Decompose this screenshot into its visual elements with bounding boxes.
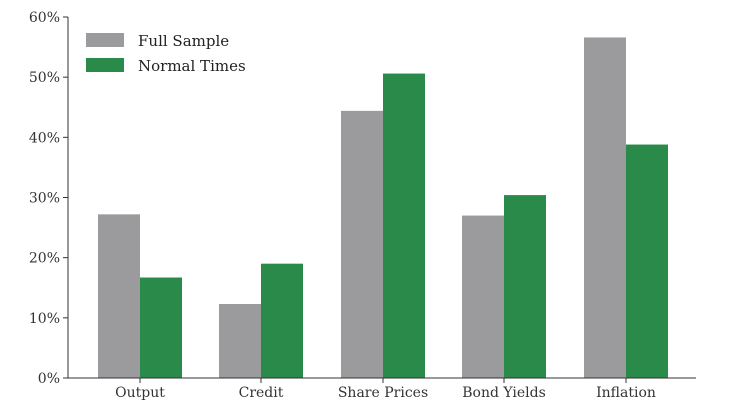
legend-label: Normal Times	[138, 57, 246, 75]
legend-swatch	[86, 33, 124, 47]
legend-swatch	[86, 58, 124, 72]
y-ticks-group: 0% 10% 20% 30% 40% 50% 60%	[29, 10, 68, 387]
legend-label: Full Sample	[138, 32, 229, 50]
bar-normal-times-output	[140, 277, 182, 378]
x-tick-label: Output	[115, 385, 165, 401]
x-ticks-group: Output Credit Share Prices Bond Yields Infla…	[115, 378, 656, 401]
bars-group	[98, 37, 668, 379]
y-tick-label: 10%	[29, 311, 60, 327]
bar-full-sample-bond-yields	[462, 215, 504, 378]
bar-normal-times-share-prices	[383, 73, 425, 378]
y-tick-label: 0%	[38, 371, 60, 387]
bar-full-sample-credit	[219, 303, 261, 378]
bar-full-sample-inflation	[584, 37, 626, 378]
y-tick-label: 40%	[29, 130, 60, 146]
x-tick-label: Share Prices	[338, 385, 428, 401]
bar-normal-times-bond-yields	[504, 195, 546, 378]
legend: Full Sample Normal Times	[86, 32, 246, 75]
y-tick-label: 30%	[29, 191, 60, 207]
y-tick-label: 20%	[29, 251, 60, 267]
bar-normal-times-inflation	[626, 144, 668, 378]
x-tick-label: Credit	[239, 385, 284, 401]
bar-full-sample-share-prices	[341, 110, 383, 379]
bar-full-sample-output	[98, 214, 140, 378]
bar-normal-times-credit	[261, 263, 303, 378]
y-tick-label: 50%	[29, 70, 60, 86]
y-tick-label: 60%	[29, 10, 60, 26]
x-tick-label: Inflation	[596, 385, 656, 401]
x-tick-label: Bond Yields	[462, 385, 546, 401]
